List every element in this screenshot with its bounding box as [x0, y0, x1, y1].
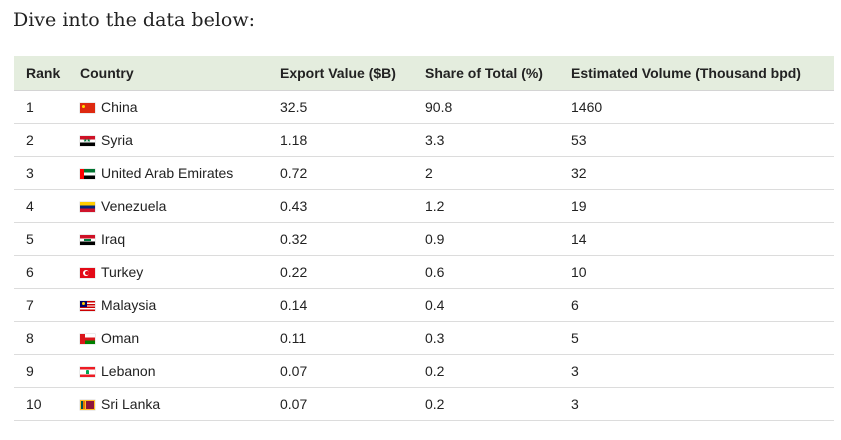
country-cell: Turkey	[80, 255, 280, 289]
table-header-row: Rank Country Export Value ($B) Share of …	[14, 56, 834, 91]
share-cell: 3.3	[425, 123, 571, 157]
share-cell: 0.9	[425, 222, 571, 256]
iraq-flag-icon	[80, 234, 95, 245]
table-row: 10 Sri Lanka 0.07 0.2 3	[14, 387, 834, 421]
volume-cell: 6	[571, 288, 834, 322]
lebanon-flag-icon	[80, 366, 95, 377]
share-cell: 0.3	[425, 321, 571, 355]
rank-cell: 8	[14, 321, 80, 355]
rank-cell: 6	[14, 255, 80, 289]
volume-cell: 3	[571, 387, 834, 421]
volume-cell: 19	[571, 189, 834, 223]
country-cell: Oman	[80, 321, 280, 355]
table-row: 4 Venezuela 0.43 1.2 19	[14, 189, 834, 223]
malaysia-flag-icon	[80, 300, 95, 311]
country-name: United Arab Emirates	[101, 164, 234, 181]
rank-cell: 5	[14, 222, 80, 256]
export-value-cell: 0.72	[280, 156, 425, 190]
turkey-flag-icon	[80, 267, 95, 278]
table-row: 7 Malaysia 0.14 0.4 6	[14, 288, 834, 322]
country-name: Venezuela	[101, 197, 167, 214]
share-cell: 0.6	[425, 255, 571, 289]
export-value-cell: 0.07	[280, 354, 425, 388]
table-row: 2 Syria 1.18 3.3 53	[14, 123, 834, 157]
share-cell: 0.2	[425, 354, 571, 388]
intro-text: Dive into the data below:	[13, 9, 255, 31]
china-flag-icon	[80, 102, 95, 113]
volume-cell: 53	[571, 123, 834, 157]
table-row: 3 United Arab Emirates 0.72 2 32	[14, 156, 834, 190]
export-value-cell: 32.5	[280, 90, 425, 124]
country-name: Malaysia	[101, 296, 157, 313]
country-name: China	[101, 98, 138, 115]
rank-cell: 4	[14, 189, 80, 223]
rank-cell: 1	[14, 90, 80, 124]
table-row: 1 China 32.5 90.8 1460	[14, 90, 834, 124]
rank-cell: 10	[14, 387, 80, 421]
export-value-cell: 0.22	[280, 255, 425, 289]
table-row: 9 Lebanon 0.07 0.2 3	[14, 354, 834, 388]
country-cell: Lebanon	[80, 354, 280, 388]
country-cell: Syria	[80, 123, 280, 157]
syria-flag-icon	[80, 135, 95, 146]
volume-cell: 14	[571, 222, 834, 256]
export-value-cell: 0.43	[280, 189, 425, 223]
country-name: Turkey	[101, 263, 144, 280]
export-data-table: Rank Country Export Value ($B) Share of …	[14, 56, 834, 421]
rank-cell: 7	[14, 288, 80, 322]
country-name: Oman	[101, 329, 140, 346]
country-name: Sri Lanka	[101, 395, 161, 412]
rank-cell: 3	[14, 156, 80, 190]
share-cell: 2	[425, 156, 571, 190]
share-cell: 90.8	[425, 90, 571, 124]
country-cell: Venezuela	[80, 189, 280, 223]
export-value-cell: 0.11	[280, 321, 425, 355]
country-cell: United Arab Emirates	[80, 156, 280, 190]
export-value-cell: 0.07	[280, 387, 425, 421]
header-export-value: Export Value ($B)	[280, 56, 425, 91]
uae-flag-icon	[80, 168, 95, 179]
export-value-cell: 0.32	[280, 222, 425, 256]
header-rank: Rank	[14, 56, 80, 91]
table-row: 8 Oman 0.11 0.3 5	[14, 321, 834, 355]
rank-cell: 9	[14, 354, 80, 388]
share-cell: 0.4	[425, 288, 571, 322]
volume-cell: 5	[571, 321, 834, 355]
table-row: 5 Iraq 0.32 0.9 14	[14, 222, 834, 256]
country-name: Lebanon	[101, 362, 156, 379]
sri-lanka-flag-icon	[80, 399, 95, 410]
country-cell: Iraq	[80, 222, 280, 256]
share-cell: 1.2	[425, 189, 571, 223]
volume-cell: 1460	[571, 90, 834, 124]
country-cell: China	[80, 90, 280, 124]
venezuela-flag-icon	[80, 201, 95, 212]
country-cell: Malaysia	[80, 288, 280, 322]
header-share-of-total: Share of Total (%)	[425, 56, 571, 91]
volume-cell: 32	[571, 156, 834, 190]
volume-cell: 10	[571, 255, 834, 289]
country-name: Iraq	[101, 230, 126, 247]
share-cell: 0.2	[425, 387, 571, 421]
volume-cell: 3	[571, 354, 834, 388]
table-row: 6 Turkey 0.22 0.6 10	[14, 255, 834, 289]
export-value-cell: 0.14	[280, 288, 425, 322]
export-value-cell: 1.18	[280, 123, 425, 157]
rank-cell: 2	[14, 123, 80, 157]
country-name: Syria	[101, 131, 133, 148]
oman-flag-icon	[80, 333, 95, 344]
header-country: Country	[80, 56, 280, 91]
header-estimated-volume: Estimated Volume (Thousand bpd)	[571, 56, 834, 91]
country-cell: Sri Lanka	[80, 387, 280, 421]
